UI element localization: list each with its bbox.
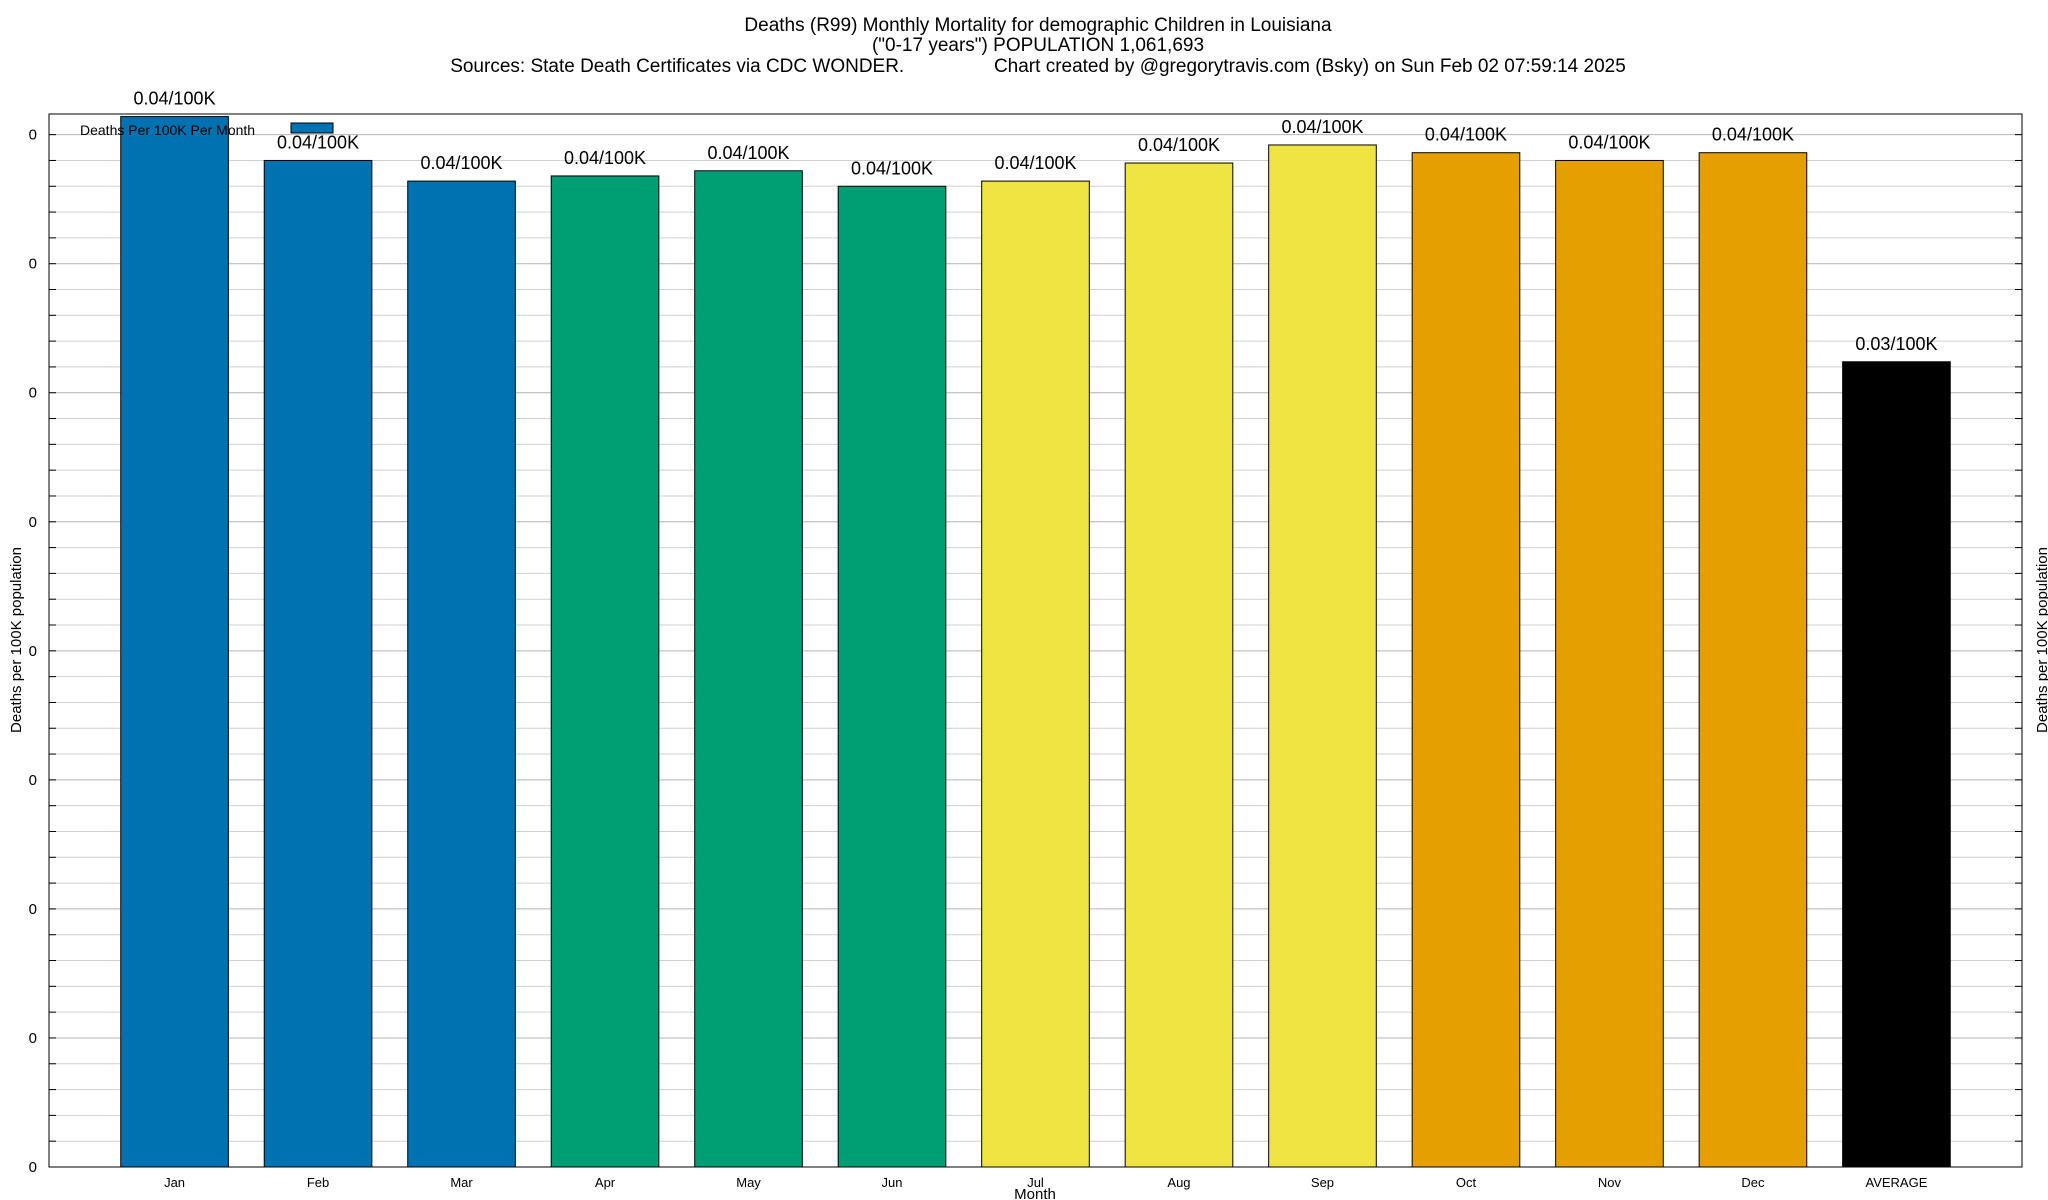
x-tick-label: Sep <box>1311 1175 1334 1190</box>
value-label: 0.04/100K <box>420 153 502 173</box>
chart-title-line-2: ("0-17 years") POPULATION 1,061,693 <box>872 35 1204 56</box>
x-tick-label: Jun <box>882 1175 903 1190</box>
x-tick-label: Apr <box>595 1175 616 1190</box>
legend: Deaths Per 100K Per Month <box>80 122 334 138</box>
bar-dec <box>1698 152 1808 1168</box>
bar-oct <box>1411 152 1521 1168</box>
x-tick-label: Oct <box>1456 1175 1477 1190</box>
value-label: 0.04/100K <box>134 89 216 109</box>
x-tick-label: Nov <box>1598 1175 1622 1190</box>
legend-label: Deaths Per 100K Per Month <box>80 122 255 138</box>
x-axis-ticks: Jan Feb Mar Apr May Jun Jul Aug Sep Oct Nov Dec AVER… <box>164 1175 1928 1190</box>
value-label: 0.04/100K <box>1712 125 1794 145</box>
value-label: 0.04/100K <box>707 143 789 163</box>
value-label: 0.04/100K <box>564 148 646 168</box>
bar-apr <box>550 175 660 1168</box>
value-label: 0.04/100K <box>1138 135 1220 155</box>
y-axis-title-left: Deaths per 100K population <box>8 547 25 733</box>
bars <box>120 116 1951 1168</box>
value-label: 0.04/100K <box>1568 132 1650 152</box>
bar-aug <box>1124 162 1234 1168</box>
chart-title: Deaths (R99) Monthly Mortality for demog… <box>450 15 1626 77</box>
plot-frame <box>48 113 2023 1168</box>
bar-may <box>694 170 803 1168</box>
y-tick-label: 0 <box>29 514 37 531</box>
bar-mar <box>407 180 516 1168</box>
value-label: 0.04/100K <box>1281 117 1363 137</box>
x-tick-label: Jan <box>164 1175 185 1190</box>
y-axis-ticks: 0 0 0 0 0 0 0 0 0 <box>29 127 37 1176</box>
value-label: 0.04/100K <box>994 153 1076 173</box>
value-label: 0.04/100K <box>1425 125 1507 145</box>
legend-swatch <box>290 122 334 134</box>
y-tick-label: 0 <box>29 643 37 660</box>
y-axis-title-right: Deaths per 100K population <box>2034 547 2048 733</box>
value-label: 0.04/100K <box>277 132 359 152</box>
x-tick-label: AVERAGE <box>1866 1175 1928 1190</box>
bar-jul <box>981 180 1090 1168</box>
y-tick-label: 0 <box>29 1159 37 1176</box>
x-tick-label: Jul <box>1027 1175 1044 1190</box>
bar-nov <box>1555 159 1664 1168</box>
value-label: 0.04/100K <box>851 158 933 178</box>
chart-title-line-3: Sources: State Death Certificates via CD… <box>450 56 1626 77</box>
bar-jan <box>120 116 229 1168</box>
y-tick-label: 0 <box>29 1030 37 1047</box>
value-label: 0.03/100K <box>1855 334 1937 354</box>
bar-jun <box>837 185 947 1168</box>
chart-title-line-1: Deaths (R99) Monthly Mortality for demog… <box>744 15 1332 36</box>
y-tick-label: 0 <box>29 901 37 918</box>
x-axis-title: Month <box>1014 1186 1056 1200</box>
x-tick-label: Mar <box>450 1175 473 1190</box>
y-tick-label: 0 <box>29 772 37 789</box>
y-tick-label: 0 <box>29 256 37 273</box>
y-tick-label: 0 <box>29 385 37 402</box>
bar-sep <box>1268 144 1377 1168</box>
x-tick-label: May <box>736 1175 761 1190</box>
value-labels: 0.04/100K 0.04/100K 0.04/100K 0.04/100K 0.04… <box>134 89 1938 354</box>
y-tick-label: 0 <box>29 127 37 144</box>
x-tick-label: Feb <box>307 1175 329 1190</box>
bar-feb <box>263 159 373 1168</box>
x-tick-label: Dec <box>1741 1175 1765 1190</box>
x-tick-label: Aug <box>1167 1175 1190 1190</box>
bar-average <box>1842 361 1951 1168</box>
